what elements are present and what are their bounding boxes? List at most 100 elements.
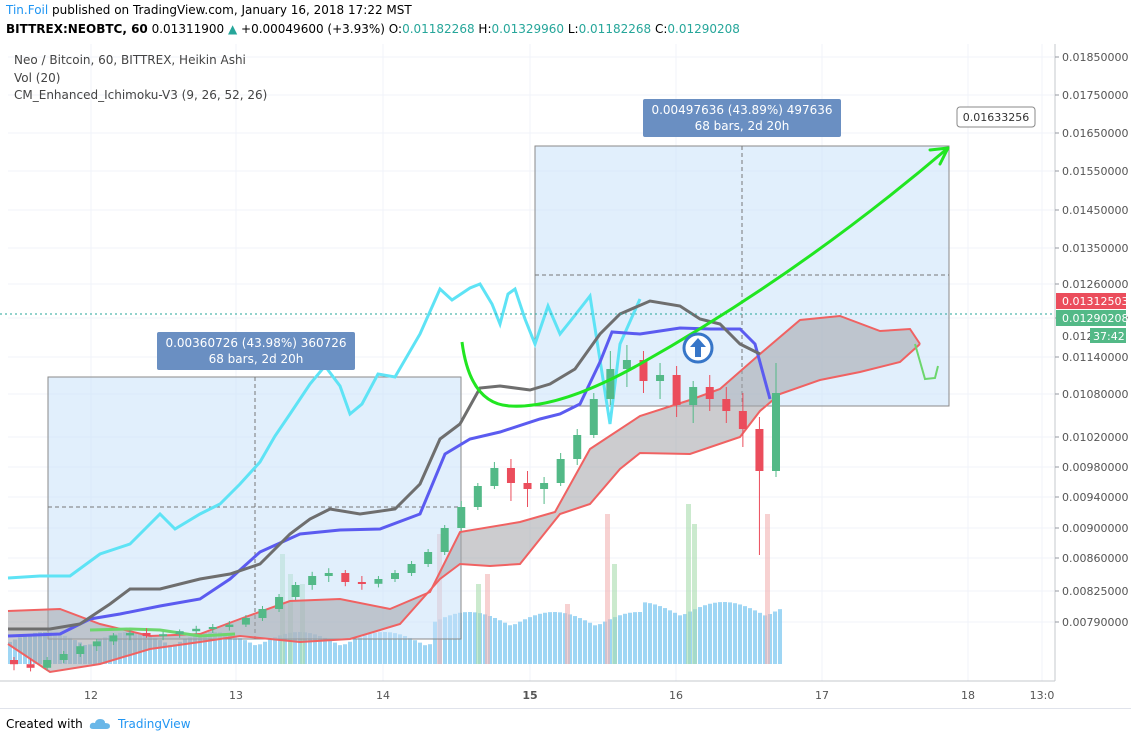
price-axis[interactable] bbox=[1055, 44, 1131, 681]
candle-body bbox=[59, 654, 68, 660]
volume-bar bbox=[548, 612, 552, 664]
candle-body bbox=[738, 411, 747, 429]
price-tick-label: 0.00980000 bbox=[1062, 461, 1128, 474]
legend-main[interactable]: Neo / Bitcoin, 60, BITTREX, Heikin Ashi bbox=[14, 53, 246, 67]
volume-bar bbox=[358, 637, 362, 664]
volume-spike bbox=[692, 524, 697, 664]
volume-bar bbox=[468, 612, 472, 664]
legend-volume[interactable]: Vol (20) bbox=[14, 71, 60, 85]
volume-bar bbox=[423, 645, 427, 664]
candle-body bbox=[440, 528, 449, 552]
candle bbox=[556, 453, 565, 486]
range-label-2-sub: 68 bars, 2d 20h bbox=[695, 119, 790, 133]
candle bbox=[59, 651, 68, 663]
candle bbox=[258, 606, 267, 621]
candle bbox=[241, 615, 250, 627]
candle-body bbox=[341, 573, 350, 582]
candle-body bbox=[26, 664, 35, 668]
tradingview-link[interactable]: TradingView bbox=[118, 717, 191, 731]
candle bbox=[76, 643, 85, 657]
volume-bar bbox=[398, 634, 402, 664]
volume-bar bbox=[273, 637, 277, 664]
volume-bar bbox=[668, 610, 672, 664]
range-box-1 bbox=[47, 376, 462, 640]
symbol-name[interactable]: BITTREX:NEOBTC, 60 bbox=[6, 22, 148, 36]
volume-bar bbox=[183, 639, 187, 664]
legend[interactable]: Neo / Bitcoin, 60, BITTREX, Heikin Ashi … bbox=[14, 53, 267, 102]
volume-spike bbox=[765, 514, 770, 664]
volume-spike bbox=[605, 514, 610, 664]
volume-bar bbox=[528, 617, 532, 664]
tradingview-cloud-icon bbox=[89, 719, 110, 729]
candle-body bbox=[656, 375, 665, 381]
high-label: H: bbox=[478, 22, 492, 36]
volume-bar bbox=[448, 615, 452, 664]
candle bbox=[705, 375, 714, 411]
candle bbox=[208, 624, 217, 633]
author-link[interactable]: Tin.Foil bbox=[6, 3, 49, 17]
time-tick-label: 16 bbox=[669, 689, 683, 702]
volume-bar bbox=[328, 640, 332, 664]
volume-bar bbox=[678, 615, 682, 664]
volume-bar bbox=[623, 613, 627, 664]
volume-bar bbox=[308, 633, 312, 664]
candle bbox=[722, 387, 731, 423]
candle-body bbox=[374, 579, 383, 584]
legend-ichimoku[interactable]: CM_Enhanced_Ichimoku-V3 (9, 26, 52, 26) bbox=[14, 88, 267, 102]
candle-body bbox=[772, 393, 780, 471]
candle-body bbox=[506, 468, 515, 483]
range-label-2-text: 0.00497636 (43.89%) 497636 bbox=[651, 103, 832, 117]
volume-bar bbox=[738, 604, 742, 664]
volume-bar bbox=[338, 645, 342, 664]
candle bbox=[341, 570, 350, 587]
volume-spike bbox=[476, 584, 481, 664]
candle-body bbox=[490, 468, 499, 486]
volume-bar bbox=[658, 606, 662, 664]
volume-bar bbox=[363, 635, 367, 664]
candle bbox=[622, 345, 631, 387]
volume-bar bbox=[343, 644, 347, 664]
candle-body bbox=[540, 483, 549, 489]
candle-body bbox=[407, 564, 416, 573]
volume-bar bbox=[408, 637, 412, 664]
candle-body bbox=[755, 429, 764, 471]
volume-bar bbox=[223, 633, 227, 664]
candle-body bbox=[457, 507, 466, 528]
time-tick-label: 17 bbox=[815, 689, 829, 702]
volume-bar bbox=[318, 635, 322, 664]
candle bbox=[374, 576, 383, 588]
volume-bar bbox=[243, 640, 247, 664]
time-axis-ticks[interactable]: 12 13 14 15 16 17 18 13:0 bbox=[84, 689, 1054, 702]
forecast-green-line bbox=[914, 343, 939, 381]
candle bbox=[672, 366, 681, 417]
volume-bar bbox=[628, 612, 632, 664]
volume-bar bbox=[573, 616, 577, 664]
volume-bar bbox=[208, 632, 212, 664]
price-tick-label: 0.01260000 bbox=[1062, 278, 1128, 291]
volume-bar bbox=[673, 612, 677, 664]
candle bbox=[391, 570, 399, 582]
partial-price-tick: 0.012 bbox=[1062, 330, 1094, 343]
volume-bar bbox=[743, 606, 747, 664]
volume-bar bbox=[683, 614, 687, 664]
price-tick-label: 0.00900000 bbox=[1062, 522, 1128, 535]
price-tick-label: 0.00790000 bbox=[1062, 616, 1128, 629]
candle-body bbox=[308, 576, 317, 585]
candle-body bbox=[622, 360, 631, 369]
created-with-text: Created with bbox=[6, 717, 83, 731]
long-position-icon[interactable] bbox=[682, 332, 714, 364]
volume-bars bbox=[8, 504, 782, 664]
price-axis-ticks: 0.01850000 0.01750000 0.01650000 0.01550000… bbox=[1055, 51, 1128, 629]
volume-bar bbox=[753, 610, 757, 664]
volume-bar bbox=[498, 620, 502, 664]
candle bbox=[175, 629, 184, 638]
price-tick-label: 0.01850000 bbox=[1062, 51, 1128, 64]
countdown-text: 37:42 bbox=[1093, 330, 1125, 343]
volume-bar bbox=[188, 637, 192, 664]
price-tick-label: 0.01080000 bbox=[1062, 388, 1128, 401]
price-tag-green-text: 0.01290208 bbox=[1062, 312, 1128, 325]
price-chart[interactable]: 0.01850000 0.01750000 0.01650000 0.01550000… bbox=[0, 44, 1131, 708]
price-tag-red-text: 0.01312503 bbox=[1062, 295, 1128, 308]
open-label: O: bbox=[388, 22, 403, 36]
candle bbox=[291, 582, 300, 600]
